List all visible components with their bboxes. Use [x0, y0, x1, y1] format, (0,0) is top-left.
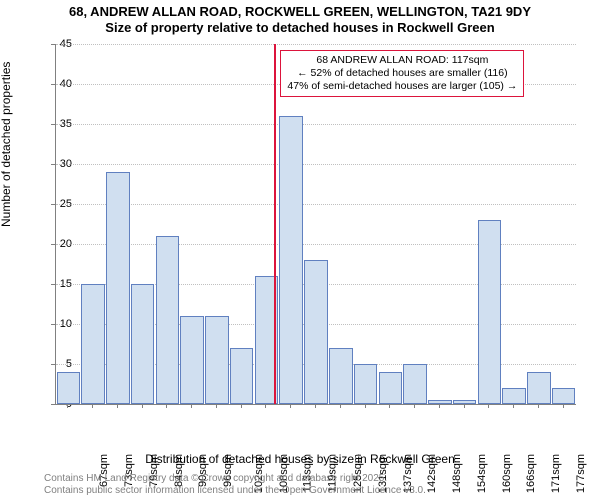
bar: [428, 400, 452, 404]
attribution-line-2: Contains public sector information licen…: [44, 485, 426, 497]
bar: [354, 364, 378, 404]
annotation-box: 68 ANDREW ALLAN ROAD: 117sqm ← 52% of de…: [280, 50, 524, 97]
x-tick-mark: [315, 404, 316, 408]
x-axis-label: Distribution of detached houses by size …: [0, 452, 600, 466]
bar: [57, 372, 81, 404]
x-tick-mark: [166, 404, 167, 408]
x-tick-mark: [389, 404, 390, 408]
x-tick-mark: [464, 404, 465, 408]
annotation-line-1: 68 ANDREW ALLAN ROAD: 117sqm: [287, 54, 517, 67]
bar: [131, 284, 155, 404]
bar: [329, 348, 353, 404]
x-tick-mark: [563, 404, 564, 408]
x-tick-mark: [513, 404, 514, 408]
y-axis-label: Number of detached properties: [0, 62, 13, 227]
bar: [180, 316, 204, 404]
x-tick-mark: [414, 404, 415, 408]
x-tick-mark: [92, 404, 93, 408]
title-line-2: Size of property relative to detached ho…: [0, 20, 600, 36]
reference-line: [274, 44, 276, 404]
x-tick-mark: [290, 404, 291, 408]
x-tick-mark: [117, 404, 118, 408]
x-tick-mark: [191, 404, 192, 408]
gridline: [56, 44, 576, 45]
gridline: [56, 204, 576, 205]
bar: [106, 172, 130, 404]
plot-area: 68 ANDREW ALLAN ROAD: 117sqm ← 52% of de…: [55, 44, 576, 405]
annotation-line-3: 47% of semi-detached houses are larger (…: [287, 80, 517, 93]
bar: [156, 236, 180, 404]
x-tick-mark: [241, 404, 242, 408]
bar: [304, 260, 328, 404]
bar: [81, 284, 105, 404]
x-tick-mark: [265, 404, 266, 408]
x-tick-mark: [67, 404, 68, 408]
x-tick-mark: [365, 404, 366, 408]
x-tick-mark: [216, 404, 217, 408]
attribution: Contains HM Land Registry data © Crown c…: [44, 473, 426, 497]
attribution-line-1: Contains HM Land Registry data © Crown c…: [44, 473, 426, 485]
bar: [205, 316, 229, 404]
bar: [478, 220, 502, 404]
bar: [552, 388, 576, 404]
bar: [403, 364, 427, 404]
bar: [379, 372, 403, 404]
x-tick-mark: [142, 404, 143, 408]
x-tick-mark: [340, 404, 341, 408]
gridline: [56, 164, 576, 165]
x-tick-mark: [538, 404, 539, 408]
x-tick-mark: [488, 404, 489, 408]
bar: [279, 116, 303, 404]
bar: [230, 348, 254, 404]
x-tick-mark: [439, 404, 440, 408]
gridline: [56, 124, 576, 125]
chart-container: 68, ANDREW ALLAN ROAD, ROCKWELL GREEN, W…: [0, 0, 600, 500]
bar: [502, 388, 526, 404]
bar: [527, 372, 551, 404]
title-line-1: 68, ANDREW ALLAN ROAD, ROCKWELL GREEN, W…: [0, 4, 600, 20]
annotation-line-2: ← 52% of detached houses are smaller (11…: [287, 67, 517, 80]
chart-title: 68, ANDREW ALLAN ROAD, ROCKWELL GREEN, W…: [0, 4, 600, 35]
